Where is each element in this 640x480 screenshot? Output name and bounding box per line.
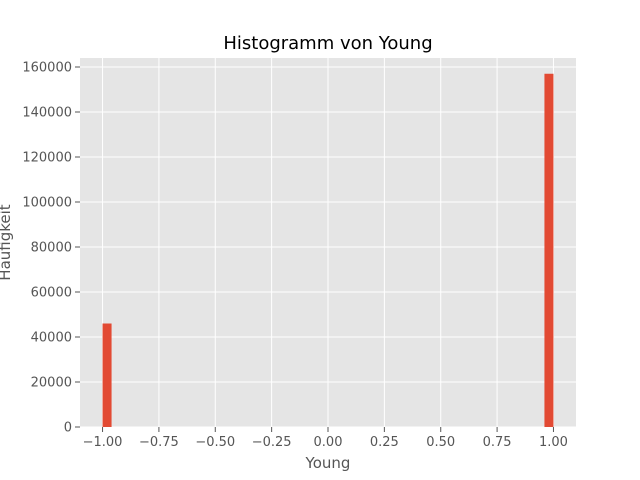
y-tick-label: 0 bbox=[64, 421, 72, 436]
y-tick-label: 20000 bbox=[31, 376, 72, 391]
x-tick-label: −0.50 bbox=[195, 435, 235, 450]
y-axis-label: Häufigkeit bbox=[0, 204, 14, 280]
x-tick-label: 1.00 bbox=[539, 435, 568, 450]
x-tick-label: 0.50 bbox=[426, 435, 455, 450]
histogram-bars bbox=[102, 73, 554, 427]
y-tick-label: 120000 bbox=[22, 151, 72, 166]
x-axis-label: Young bbox=[305, 454, 351, 472]
x-axis-ticks: −1.00 −0.75 −0.50 −0.25 0.00 0.25 0.50 0.75 1.00 bbox=[83, 427, 568, 450]
y-tick-label: 100000 bbox=[22, 196, 72, 211]
x-tick-label: 0.25 bbox=[370, 435, 399, 450]
x-tick-label: −0.75 bbox=[139, 435, 179, 450]
y-tick-label: 60000 bbox=[31, 286, 72, 301]
histogram-bar bbox=[102, 323, 112, 427]
y-tick-label: 40000 bbox=[31, 331, 72, 346]
histogram-bar bbox=[544, 73, 554, 427]
y-tick-label: 160000 bbox=[22, 61, 72, 76]
y-axis-ticks: 0 20000 40000 60000 80000 100000 120000 140000 1… bbox=[22, 61, 80, 436]
x-tick-label: 0.00 bbox=[314, 435, 343, 450]
y-tick-label: 80000 bbox=[31, 241, 72, 256]
chart-title: Histogramm von Young bbox=[223, 33, 432, 54]
x-tick-label: −0.25 bbox=[252, 435, 292, 450]
x-tick-label: −1.00 bbox=[83, 435, 123, 450]
y-tick-label: 140000 bbox=[22, 106, 72, 121]
x-tick-label: 0.75 bbox=[483, 435, 512, 450]
